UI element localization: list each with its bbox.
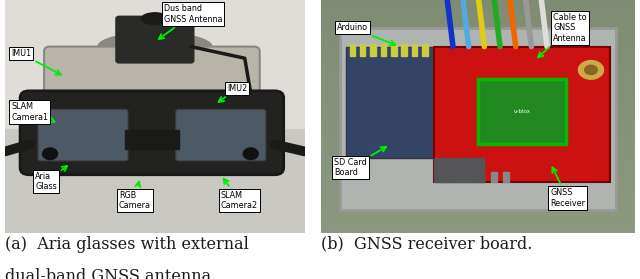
Bar <box>370 44 376 56</box>
Circle shape <box>579 61 604 79</box>
Text: (b)  GNSS receiver board.: (b) GNSS receiver board. <box>321 236 532 253</box>
FancyBboxPatch shape <box>340 28 616 210</box>
FancyBboxPatch shape <box>434 158 484 182</box>
Text: Cable to
GNSS
Antenna: Cable to GNSS Antenna <box>538 13 587 57</box>
Bar <box>401 44 407 56</box>
Ellipse shape <box>98 33 212 61</box>
Circle shape <box>42 148 58 160</box>
Text: Arduino: Arduino <box>337 23 396 45</box>
Text: dual-band GNSS antenna.: dual-band GNSS antenna. <box>5 268 216 279</box>
FancyBboxPatch shape <box>38 109 128 161</box>
Text: IMU2: IMU2 <box>219 84 247 102</box>
Bar <box>391 44 397 56</box>
Bar <box>360 44 365 56</box>
Ellipse shape <box>141 13 168 25</box>
Text: Aria
Glass: Aria Glass <box>35 166 67 191</box>
Bar <box>453 172 460 182</box>
FancyBboxPatch shape <box>176 109 266 161</box>
Bar <box>5 128 305 233</box>
Circle shape <box>585 65 597 74</box>
Text: RGB
Camera: RGB Camera <box>119 182 151 210</box>
Bar <box>412 44 417 56</box>
FancyBboxPatch shape <box>346 47 440 158</box>
Text: (a)  Aria glasses with external: (a) Aria glasses with external <box>5 236 249 253</box>
Text: SLAM
Camera2: SLAM Camera2 <box>221 179 258 210</box>
Bar <box>478 172 484 182</box>
FancyBboxPatch shape <box>20 91 284 175</box>
FancyBboxPatch shape <box>434 47 610 182</box>
Bar <box>465 172 472 182</box>
Bar <box>125 131 179 149</box>
Text: u-blox: u-blox <box>513 109 531 114</box>
Text: GNSS
Receiver: GNSS Receiver <box>550 167 585 208</box>
Text: Dus band
GNSS Antenna: Dus band GNSS Antenna <box>159 4 222 39</box>
FancyBboxPatch shape <box>44 47 260 107</box>
FancyBboxPatch shape <box>478 79 566 145</box>
Bar <box>422 44 428 56</box>
Bar <box>5 0 305 128</box>
Text: SD Card
Board: SD Card Board <box>334 147 386 177</box>
Text: IMU1: IMU1 <box>11 49 61 74</box>
Bar <box>503 172 509 182</box>
Bar <box>440 172 447 182</box>
Bar <box>491 172 497 182</box>
Circle shape <box>243 148 258 160</box>
FancyBboxPatch shape <box>116 16 194 63</box>
Text: SLAM
Camera1: SLAM Camera1 <box>11 102 54 122</box>
Bar <box>381 44 386 56</box>
Bar <box>349 44 355 56</box>
